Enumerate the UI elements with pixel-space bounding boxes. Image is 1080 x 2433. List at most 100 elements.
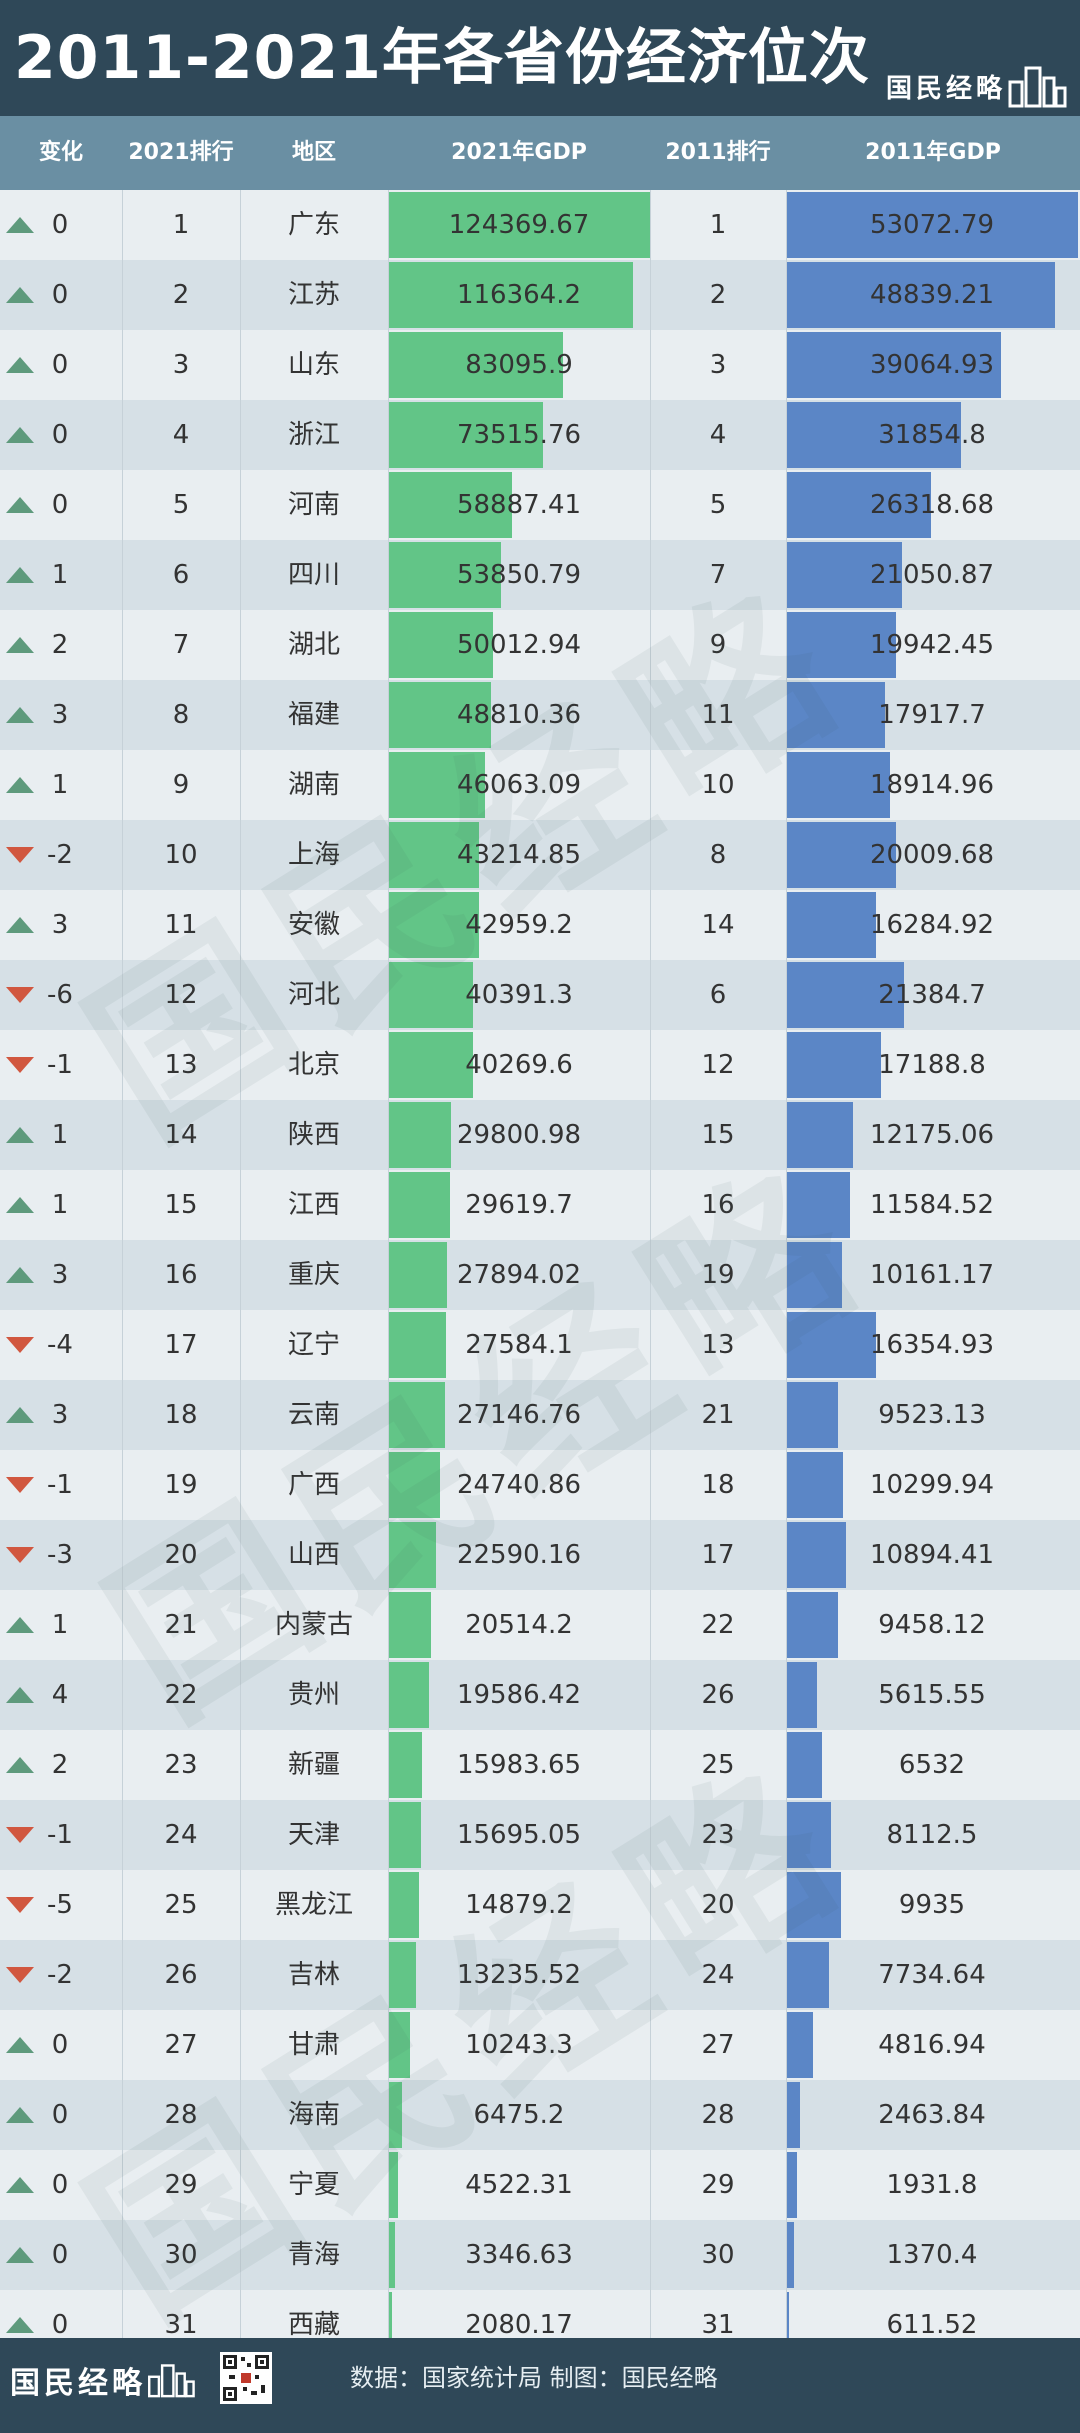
gdp-2011-bar [786,1242,842,1308]
gdp-2011-label: 1370.4 [886,2240,978,2270]
region-name: 重庆 [287,1260,340,1290]
rank-2011: 22 [701,1610,735,1640]
gdp-2021-bar [388,1592,432,1658]
change-value: -1 [47,1820,73,1850]
gdp-2011-bar [786,1102,853,1168]
gdp-2011-bar [786,752,891,818]
gdp-2021-label: 15695.05 [456,1820,582,1850]
change-value: 1 [51,1190,69,1220]
table-row: -6 12 河北 40391.3 6 21384.7 [0,960,1080,1030]
change-value: 1 [51,1120,69,1150]
change-value: 3 [51,700,69,730]
gdp-2021-bar [388,1942,416,2008]
gdp-2021-bar [388,1732,422,1798]
table-row: -2 10 上海 43214.85 8 20009.68 [0,820,1080,890]
column-divider [786,190,787,2360]
gdp-2011-label: 21384.7 [878,980,986,1010]
change-value: 0 [51,2030,69,2060]
up-triangle-icon [6,1687,34,1703]
table-row: 3 8 福建 48810.36 11 17917.7 [0,680,1080,750]
table-row: 3 11 安徽 42959.2 14 16284.92 [0,890,1080,960]
up-triangle-icon [6,287,34,303]
region-name: 河南 [287,490,340,520]
down-triangle-icon [6,1337,34,1353]
change-value: 1 [51,770,69,800]
rank-2011: 14 [701,910,735,940]
region-name: 安徽 [287,910,340,940]
region-name: 内蒙古 [274,1610,353,1640]
table-row: 2 23 新疆 15983.65 25 6532 [0,1730,1080,1800]
down-triangle-icon [6,1827,34,1843]
header-rank-2021: 2021排行 [128,140,234,165]
gdp-2011-label: 10299.94 [869,1470,995,1500]
header-rank-2011: 2011排行 [665,140,771,165]
rank-2011: 7 [709,560,727,590]
rank-2021: 21 [164,1610,198,1640]
gdp-2021-label: 22590.16 [456,1540,582,1570]
table-row: 3 16 重庆 27894.02 19 10161.17 [0,1240,1080,1310]
rank-2011: 5 [709,490,727,520]
change-value: 0 [51,490,69,520]
table-row: 0 30 青海 3346.63 30 1370.4 [0,2220,1080,2290]
change-value: 0 [51,2310,69,2340]
table-row: -5 25 黑龙江 14879.2 20 9935 [0,1870,1080,1940]
table-row: -1 24 天津 15695.05 23 8112.5 [0,1800,1080,1870]
table-row: -2 26 吉林 13235.52 24 7734.64 [0,1940,1080,2010]
rank-2011: 16 [701,1190,735,1220]
gdp-2011-bar [786,472,931,538]
gdp-2011-label: 9458.12 [878,1610,986,1640]
rank-2011: 4 [709,420,727,450]
rank-2011: 25 [701,1750,735,1780]
region-name: 河北 [287,980,340,1010]
gdp-2021-label: 46063.09 [456,770,582,800]
table-row: -1 13 北京 40269.6 12 17188.8 [0,1030,1080,1100]
gdp-2011-bar [786,1032,881,1098]
gdp-2011-bar [786,542,902,608]
gdp-2021-bar [388,2152,398,2218]
up-triangle-icon [6,567,34,583]
up-triangle-icon [6,2037,34,2053]
rank-2021: 5 [172,490,190,520]
region-name: 福建 [287,700,340,730]
region-name: 天津 [287,1820,340,1850]
change-value: 0 [51,210,69,240]
region-name: 广东 [287,210,340,240]
up-triangle-icon [6,917,34,933]
column-header-row: 变化 2021排行 地区 2021年GDP 2011排行 2011年GDP [0,116,1080,190]
gdp-2021-bar [388,962,474,1028]
rank-2021: 24 [164,1820,198,1850]
up-triangle-icon [6,427,34,443]
rank-2021: 23 [164,1750,198,1780]
region-name: 北京 [287,1050,340,1080]
up-triangle-icon [6,217,34,233]
gdp-2021-label: 19586.42 [456,1680,582,1710]
gdp-2021-bar [388,332,564,398]
rank-2021: 20 [164,1540,198,1570]
rank-2021: 2 [172,280,190,310]
region-name: 黑龙江 [274,1890,353,1920]
gdp-2011-label: 39064.93 [869,350,995,380]
up-triangle-icon [6,777,34,793]
gdp-2021-label: 27584.1 [465,1330,573,1360]
region-name: 湖南 [287,770,340,800]
gdp-2011-label: 21050.87 [869,560,995,590]
up-triangle-icon [6,2317,34,2333]
region-name: 湖北 [287,630,340,660]
up-triangle-icon [6,637,34,653]
gdp-2021-label: 40391.3 [465,980,573,1010]
change-value: -1 [47,1470,73,1500]
gdp-2021-bar [388,262,634,328]
rank-2021: 29 [164,2170,198,2200]
rank-2011: 19 [701,1260,735,1290]
gdp-2011-bar [786,262,1055,328]
region-name: 海南 [287,2100,340,2130]
rank-2021: 14 [164,1120,198,1150]
up-triangle-icon [6,2247,34,2263]
rank-2011: 18 [701,1470,735,1500]
up-triangle-icon [6,2107,34,2123]
change-value: 2 [51,1750,69,1780]
table-row: 0 28 海南 6475.2 28 2463.84 [0,2080,1080,2150]
rank-2021: 26 [164,1960,198,1990]
gdp-2021-bar [388,892,479,958]
gdp-2011-label: 26318.68 [869,490,995,520]
